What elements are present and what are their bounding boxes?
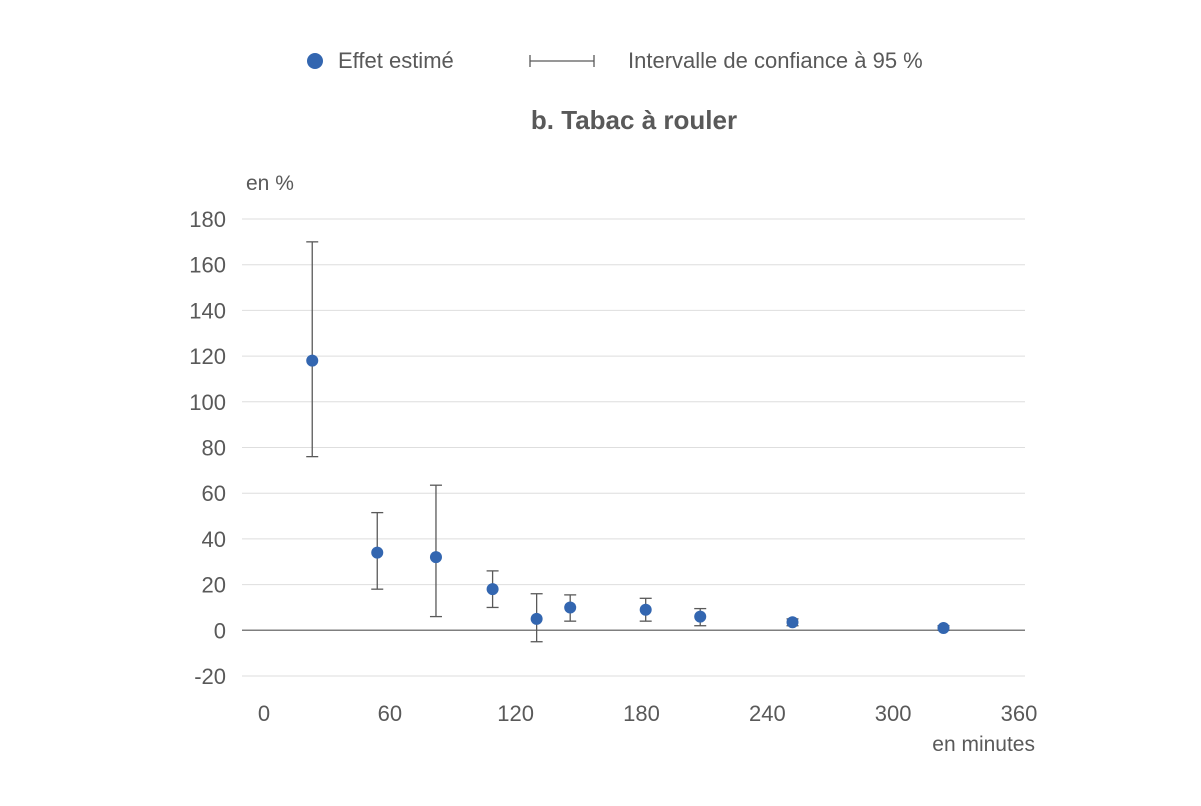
data-point: [937, 622, 950, 635]
data-point: [486, 583, 499, 596]
data-point: [564, 601, 577, 614]
data-point: [694, 610, 707, 623]
error-bar: [429, 484, 442, 618]
x-tick-label: 120: [497, 701, 534, 726]
y-tick-label: 180: [189, 207, 226, 232]
x-tick-label: 360: [1001, 701, 1038, 726]
y-tick-label: -20: [194, 664, 226, 689]
y-tick-label: 20: [202, 573, 226, 598]
chart-title: b. Tabac à rouler: [531, 105, 737, 135]
x-tick-label: 60: [378, 701, 402, 726]
x-axis-unit-label: en minutes: [932, 733, 1035, 756]
legend-interval-label: Intervalle de confiance à 95 %: [628, 48, 923, 73]
y-axis-ticks: 180 160 140 120 100 80 60 40 20 0 -20: [189, 207, 226, 689]
data-point: [371, 546, 384, 559]
x-tick-label: 0: [258, 701, 270, 726]
data-point: [530, 612, 543, 625]
x-tick-label: 180: [623, 701, 660, 726]
y-tick-label: 0: [214, 618, 226, 643]
y-tick-label: 100: [189, 390, 226, 415]
legend-point-marker: [307, 53, 323, 69]
error-bars: [306, 241, 950, 643]
y-tick-label: 140: [189, 298, 226, 323]
y-tick-label: 120: [189, 344, 226, 369]
gridlines: [242, 218, 1025, 677]
x-axis-ticks: 0 60 120 180 240 300 360: [258, 701, 1037, 726]
y-tick-label: 40: [202, 527, 226, 552]
y-axis-unit-label: en %: [246, 172, 294, 195]
data-point: [429, 551, 442, 564]
data-point: [639, 603, 652, 616]
data-point: [786, 616, 799, 629]
y-tick-label: 160: [189, 253, 226, 278]
legend-point-label: Effet estimé: [338, 48, 454, 73]
data-point: [306, 354, 319, 367]
error-bar: [306, 241, 319, 458]
legend-interval-marker: [529, 55, 595, 67]
x-tick-label: 300: [875, 701, 912, 726]
x-tick-label: 240: [749, 701, 786, 726]
legend: Effet estimé Intervalle de confiance à 9…: [307, 48, 923, 73]
y-tick-label: 80: [202, 436, 226, 461]
data-points: [306, 354, 950, 635]
y-tick-label: 60: [202, 481, 226, 506]
